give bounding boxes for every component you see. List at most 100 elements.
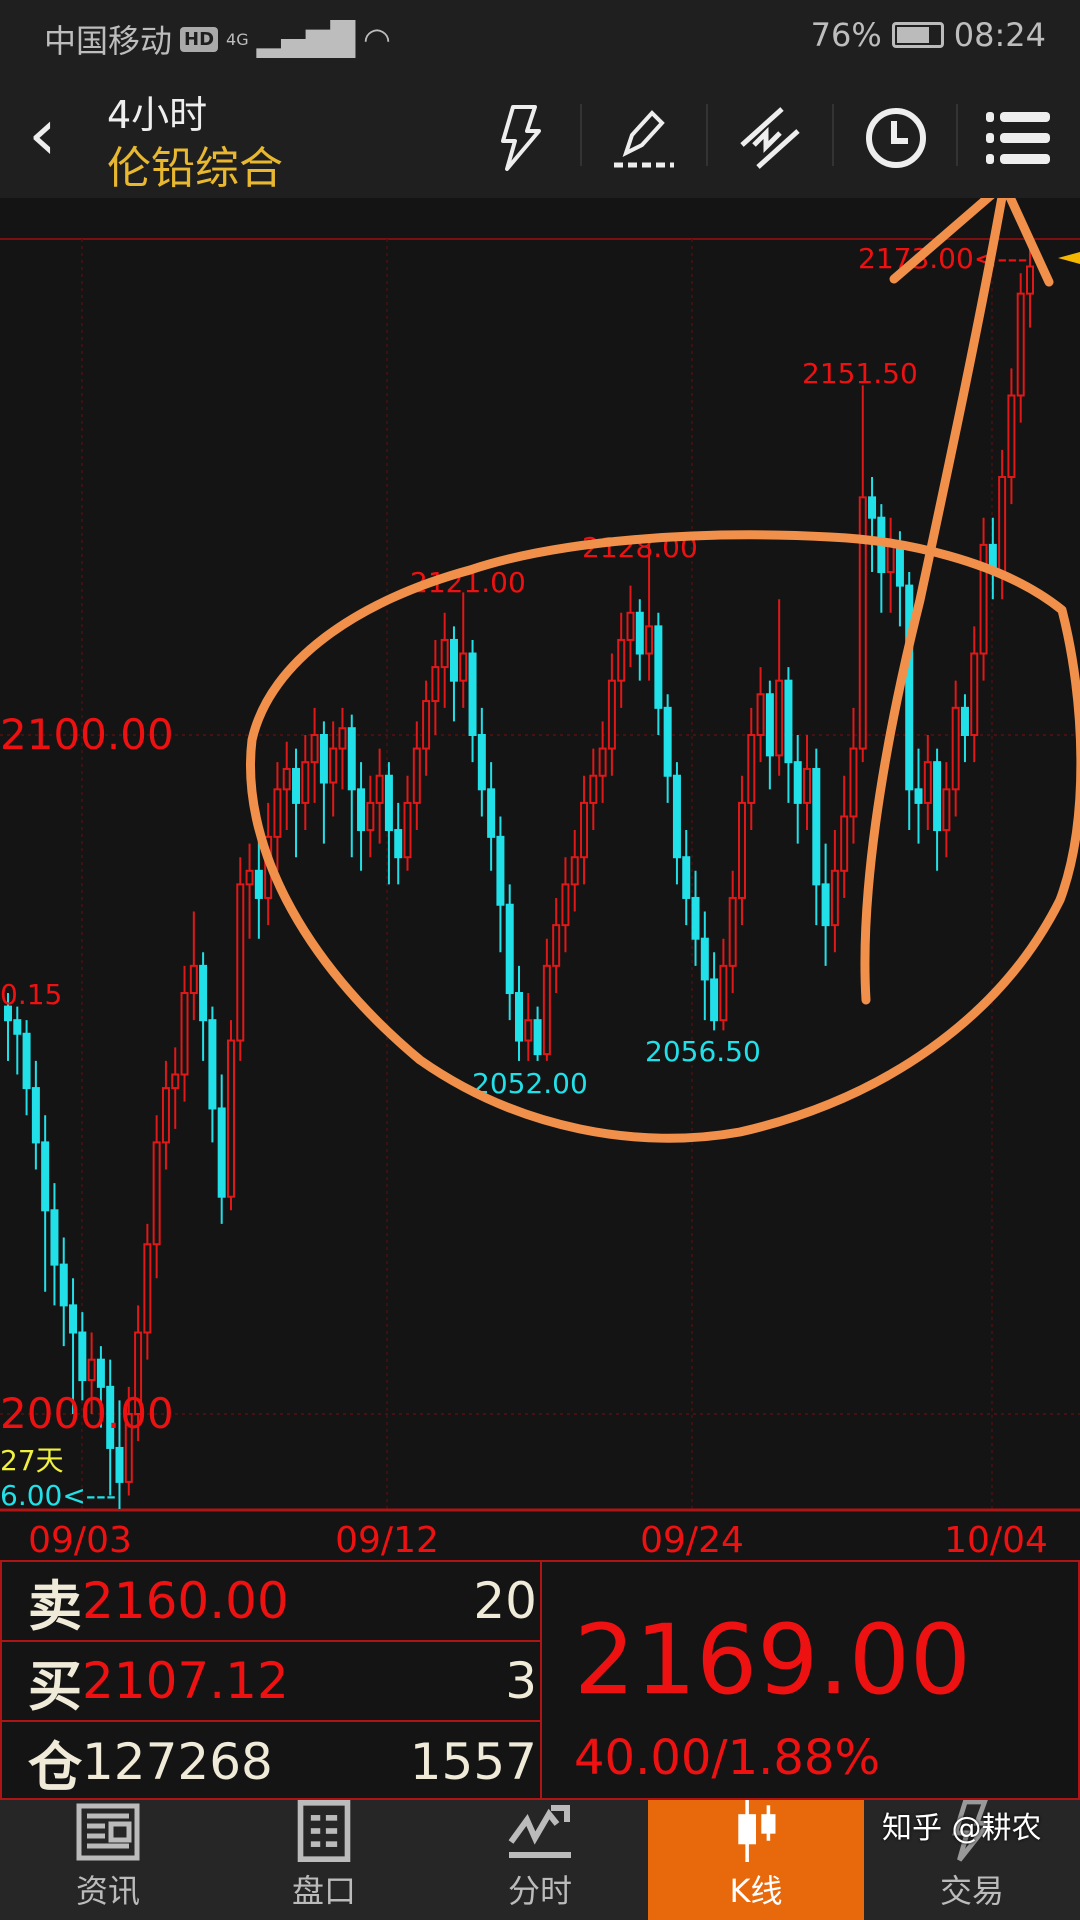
date-label: 09/24 bbox=[640, 1520, 744, 1560]
candle-body bbox=[505, 903, 514, 995]
candle-body bbox=[189, 964, 198, 995]
candle-body bbox=[41, 1141, 50, 1212]
candle-body bbox=[59, 1263, 68, 1307]
candle bbox=[942, 762, 951, 858]
back-button[interactable]: ‹ bbox=[28, 92, 57, 176]
candle-body bbox=[830, 869, 839, 927]
menu-button[interactable] bbox=[978, 98, 1058, 178]
candle-body bbox=[152, 1141, 161, 1246]
candle bbox=[4, 993, 12, 1061]
ask-qty: 20 bbox=[473, 1572, 537, 1630]
nav-kline[interactable]: K线 bbox=[648, 1800, 864, 1920]
nav-intraday[interactable]: 分时 bbox=[432, 1800, 648, 1920]
candle-body bbox=[803, 767, 812, 804]
candle-body bbox=[134, 1331, 143, 1416]
candle-body bbox=[886, 543, 895, 574]
candle bbox=[700, 911, 709, 1021]
nav-orderbook[interactable]: 盘口 bbox=[216, 1800, 432, 1920]
candle bbox=[13, 1006, 22, 1075]
candle-body bbox=[524, 1019, 533, 1042]
candle bbox=[124, 1386, 133, 1496]
candle-body bbox=[124, 1413, 133, 1483]
lightning-button[interactable] bbox=[480, 98, 560, 178]
candle-body bbox=[319, 734, 328, 784]
candle bbox=[775, 599, 784, 776]
nav-label: 盘口 bbox=[291, 1872, 356, 1910]
candle bbox=[691, 870, 700, 966]
bid-row[interactable]: 买 2107.12 3 bbox=[2, 1642, 541, 1722]
candle-body bbox=[106, 1385, 115, 1449]
candle-body bbox=[682, 856, 691, 899]
period-label[interactable]: 4小时 bbox=[107, 93, 208, 137]
date-label: 09/03 bbox=[28, 1520, 132, 1560]
ask-row[interactable]: 卖 2160.00 20 bbox=[2, 1562, 541, 1642]
candle-body bbox=[31, 1087, 40, 1144]
candle-body bbox=[394, 829, 403, 859]
candle-body bbox=[1016, 292, 1025, 397]
candle-body bbox=[960, 706, 969, 737]
candle-body bbox=[515, 992, 523, 1042]
divider bbox=[956, 104, 958, 166]
candle bbox=[394, 802, 403, 885]
candle bbox=[960, 694, 969, 763]
candle bbox=[765, 680, 774, 790]
candle bbox=[357, 762, 366, 871]
candle-body bbox=[979, 543, 988, 655]
kline-chart[interactable]: 2100.00 2000.00 0.15 27天 6.00<--- 2173.0… bbox=[0, 198, 1080, 1560]
candle-body bbox=[22, 1032, 31, 1090]
candle bbox=[542, 938, 551, 1061]
candle-body bbox=[737, 801, 746, 899]
candle bbox=[710, 952, 719, 1031]
nav-label: K线 bbox=[729, 1872, 783, 1910]
candle-body bbox=[793, 761, 802, 804]
candle bbox=[496, 816, 505, 953]
trendline-button[interactable] bbox=[730, 98, 810, 178]
candle bbox=[422, 680, 431, 776]
candle-body bbox=[431, 666, 440, 703]
nav-news[interactable]: 资讯 bbox=[0, 1800, 216, 1920]
lightning-icon bbox=[501, 105, 541, 171]
nav-trade[interactable]: 交易 bbox=[864, 1800, 1080, 1920]
candle bbox=[840, 775, 849, 898]
toolbar: ‹ 4小时 伦铅综合 bbox=[0, 76, 1080, 198]
candle-body bbox=[570, 856, 579, 886]
candle bbox=[273, 762, 282, 871]
candle-body bbox=[933, 761, 942, 832]
candle bbox=[301, 735, 310, 831]
candle bbox=[180, 965, 189, 1102]
candle bbox=[979, 517, 988, 681]
lightning-icon bbox=[952, 1800, 994, 1862]
candle bbox=[384, 762, 393, 885]
candle-body bbox=[338, 727, 347, 750]
period-clock-button[interactable] bbox=[856, 98, 936, 178]
candle bbox=[50, 1183, 59, 1306]
pencil-draw-icon bbox=[614, 110, 674, 168]
clock: 08:24 bbox=[953, 16, 1046, 54]
candle-body bbox=[626, 611, 635, 641]
candle bbox=[626, 585, 635, 668]
candle bbox=[440, 612, 449, 708]
watermark: 知乎 @耕农 bbox=[882, 1811, 1042, 1846]
candle-body bbox=[217, 1107, 226, 1198]
candle bbox=[580, 775, 589, 885]
candle bbox=[59, 1237, 68, 1347]
candle bbox=[812, 748, 821, 926]
candle bbox=[821, 843, 830, 966]
candle bbox=[161, 1060, 170, 1170]
candle bbox=[645, 544, 654, 681]
candle bbox=[914, 748, 923, 844]
candle bbox=[524, 993, 533, 1061]
candle bbox=[830, 830, 839, 953]
draw-button[interactable] bbox=[604, 98, 684, 178]
candle-body bbox=[747, 734, 756, 804]
candle-body bbox=[1026, 265, 1034, 295]
carrier: 中国移动 bbox=[44, 22, 173, 60]
date-label: 09/12 bbox=[335, 1520, 439, 1560]
candle-body bbox=[236, 883, 245, 1042]
candle bbox=[886, 517, 895, 613]
candle-body bbox=[403, 801, 412, 859]
candle-body bbox=[533, 1019, 542, 1056]
candle bbox=[338, 707, 347, 790]
candle-body bbox=[412, 747, 421, 804]
candle-body bbox=[468, 652, 477, 737]
